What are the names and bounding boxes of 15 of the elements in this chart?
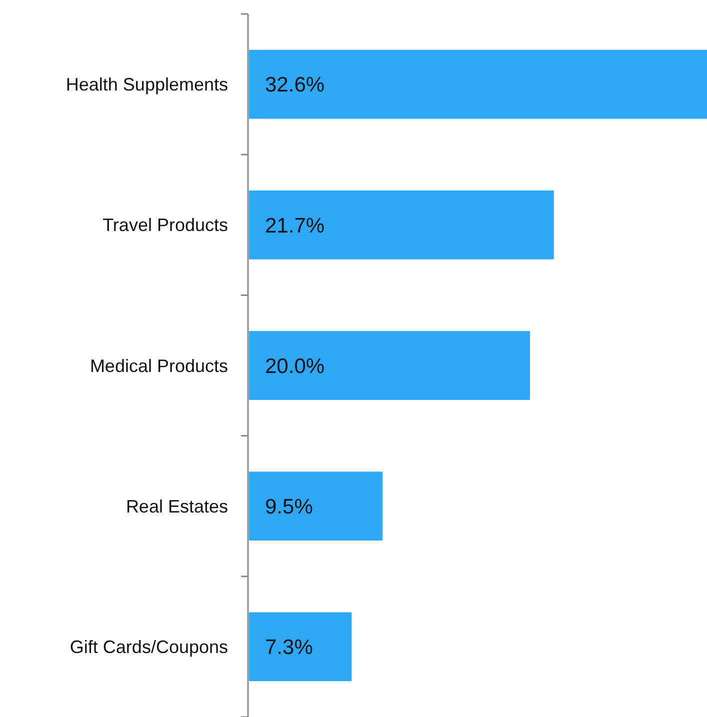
data-label: 7.3% [265,636,313,660]
data-label: 32.6% [265,74,325,97]
bar [249,472,382,541]
bar [249,612,352,682]
data-label: 21.7% [265,214,325,238]
y-tick-label: Travel Products [102,215,228,236]
y-tick-label: Real Estates [126,496,228,516]
bar [249,331,530,400]
bar [249,190,554,260]
y-tick-label: Health Supplements [66,74,228,95]
data-label: 9.5% [265,495,313,518]
y-tick-label: Medical Products [90,356,228,376]
data-label: 20.0% [265,354,325,378]
y-tick-label: Gift Cards/Coupons [70,637,228,657]
bar [249,50,707,119]
